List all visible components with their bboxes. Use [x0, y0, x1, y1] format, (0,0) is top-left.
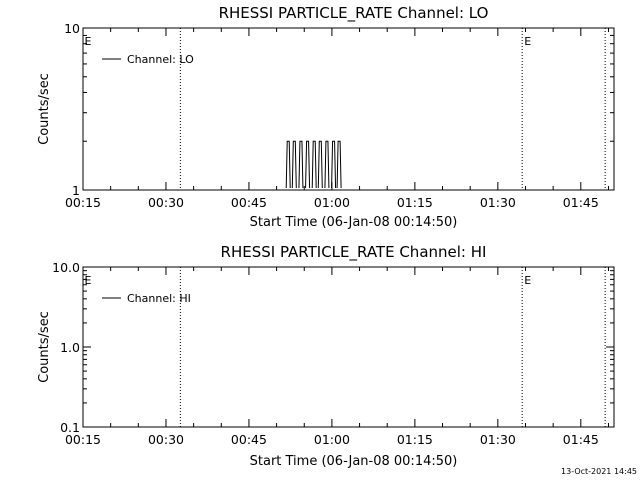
data-spike	[336, 140, 342, 189]
panel-hi: RHESSI PARTICLE_RATE Channel: HI Start Ti…	[37, 243, 615, 469]
x-tick-label: 01:15	[397, 195, 433, 210]
x-tick-label: 00:30	[148, 432, 184, 447]
legend-label: Channel: LO	[127, 53, 194, 66]
panel-lo: RHESSI PARTICLE_RATE Channel: LO Start Ti…	[37, 4, 615, 230]
x-tick-label: 01:00	[314, 432, 350, 447]
data-spike	[305, 140, 311, 189]
x-tick-label: 00:30	[148, 195, 184, 210]
x-tick-label: 01:45	[563, 195, 599, 210]
chart-title: RHESSI PARTICLE_RATE Channel: LO	[219, 4, 489, 23]
data-spike	[311, 140, 317, 189]
y-tick-label: 10	[64, 21, 80, 36]
data-spike	[285, 140, 291, 189]
x-tick-label: 01:45	[563, 432, 599, 447]
x-tick-label: 00:15	[65, 432, 101, 447]
data-spike	[298, 140, 304, 189]
y-axis-label: Counts/sec	[37, 73, 52, 145]
y-tick-label: 1.0	[60, 340, 80, 355]
data-spike	[317, 140, 323, 189]
event-flag-label: E	[85, 274, 92, 287]
x-tick-label: 00:45	[231, 195, 267, 210]
x-tick-label: 01:15	[397, 432, 433, 447]
x-axis-label: Start Time (06-Jan-08 00:14:50)	[250, 215, 458, 230]
x-tick-label: 01:30	[480, 195, 516, 210]
chart-title: RHESSI PARTICLE_RATE Channel: HI	[221, 243, 487, 262]
y-axis-label: Counts/sec	[37, 311, 52, 383]
x-tick-label: 00:45	[231, 432, 267, 447]
plot-frame	[82, 27, 615, 191]
footer-timestamp: 13-Oct-2021 14:45	[561, 467, 637, 476]
x-tick-label: 01:30	[480, 432, 516, 447]
x-tick-label: 00:15	[65, 195, 101, 210]
x-axis-label: Start Time (06-Jan-08 00:14:50)	[250, 454, 458, 469]
y-tick-label: 1	[72, 183, 80, 198]
legend-label: Channel: HI	[127, 292, 191, 305]
data-spike	[331, 140, 337, 189]
x-tick-label: 01:00	[314, 195, 350, 210]
event-flag-label: E	[524, 274, 531, 287]
plot-frame	[82, 266, 615, 428]
y-tick-label: 10.0	[52, 260, 80, 275]
data-spike	[324, 140, 330, 189]
event-flag-label: E	[85, 35, 92, 48]
data-spike	[291, 140, 297, 189]
event-flag-label: E	[524, 35, 531, 48]
y-tick-label: 0.1	[60, 420, 80, 435]
